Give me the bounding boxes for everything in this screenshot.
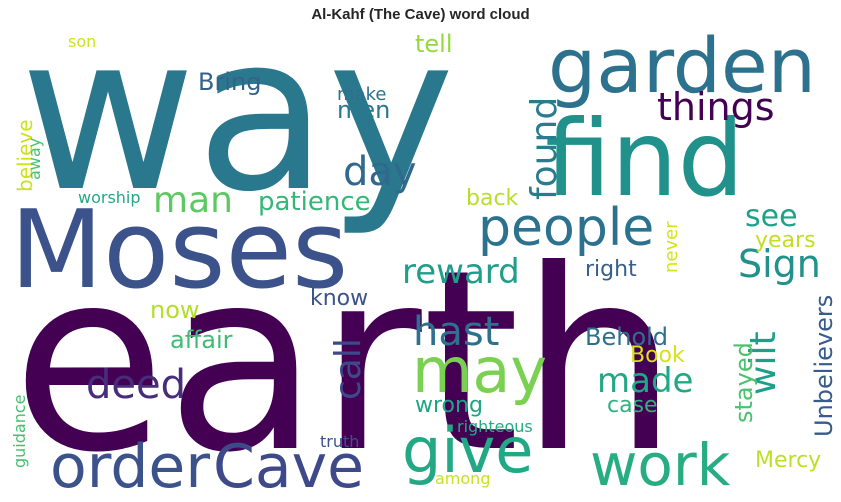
word-never: never: [661, 221, 682, 273]
word-right: right: [585, 257, 637, 282]
word-worship: worship: [78, 188, 141, 207]
word-made: made: [597, 361, 693, 401]
word-garden: garden: [548, 21, 816, 110]
word-sign: Sign: [738, 242, 821, 286]
word-son: son: [68, 32, 96, 51]
word-work: work: [590, 431, 731, 499]
word-wrong: wrong: [415, 393, 483, 418]
word-book: Book: [630, 343, 685, 368]
word-years: years: [755, 228, 816, 253]
word-men: men: [337, 96, 390, 124]
word-case: case: [607, 393, 658, 418]
word-away: away: [25, 138, 44, 180]
word-see: see: [745, 199, 798, 234]
word-make: make: [337, 84, 386, 105]
word-cave: Cave: [213, 432, 364, 502]
word-deed: deed: [86, 362, 186, 408]
word-truth: truth: [320, 432, 359, 451]
word-stayed: stayed: [730, 342, 758, 423]
word-day: day: [343, 149, 417, 195]
word-affair: affair: [170, 326, 233, 354]
word-find: find: [545, 98, 744, 220]
word-believe: believe: [13, 119, 37, 192]
word-righteous: righteous: [457, 417, 533, 436]
word-back: back: [466, 186, 519, 211]
word-mercy: Mercy: [755, 448, 821, 473]
word-patience: patience: [258, 187, 371, 217]
word-reward: reward: [402, 252, 520, 292]
word-know: know: [310, 286, 368, 311]
word-may: may: [412, 334, 547, 407]
word-way: way: [20, 0, 455, 239]
word-wilt: wilt: [743, 331, 784, 395]
word-people: people: [478, 198, 654, 258]
word-things: things: [657, 85, 775, 129]
word-tell: tell: [415, 30, 453, 58]
word-give: give: [402, 414, 533, 487]
word-among: among: [435, 469, 490, 488]
word-hast: hast: [413, 309, 499, 355]
word-man: man: [153, 180, 233, 221]
word-behold: Behold: [585, 323, 668, 351]
word-call: call: [328, 338, 369, 400]
word-earth: earth: [12, 216, 678, 502]
word-order: order: [50, 432, 210, 502]
chart-title: Al-Kahf (The Cave) word cloud: [311, 6, 530, 23]
word-bring: Bring: [198, 68, 261, 96]
word-moses: Moses: [10, 188, 348, 313]
word-unbelievers: Unbelievers: [810, 295, 838, 437]
word-guidance: guidance: [10, 395, 29, 468]
word-found: found: [524, 97, 565, 200]
word-now: now: [150, 296, 200, 324]
